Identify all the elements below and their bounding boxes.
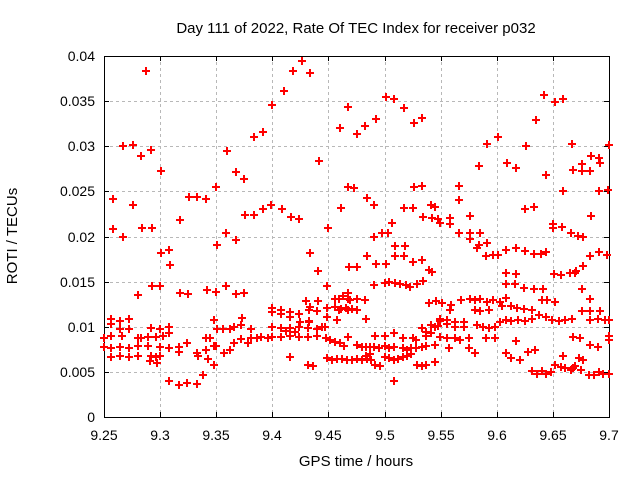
y-tick-label: 0.04 bbox=[68, 48, 95, 64]
x-tick-label: 9.25 bbox=[90, 427, 117, 443]
y-tick-label: 0.01 bbox=[68, 319, 95, 335]
x-tick-label: 9.4 bbox=[262, 427, 282, 443]
y-tick-label: 0.005 bbox=[60, 364, 95, 380]
x-axis-label: GPS time / hours bbox=[299, 453, 413, 470]
x-tick-label: 9.3 bbox=[150, 427, 170, 443]
chart-title: Day 111 of 2022, Rate Of TEC Index for r… bbox=[176, 20, 535, 37]
plot-border bbox=[104, 56, 610, 418]
y-tick-label: 0.025 bbox=[60, 183, 95, 199]
x-tick-labels: 9.25 9.3 9.35 9.4 9.45 9.5 9.55 9.6 9.65 9.7 bbox=[90, 427, 619, 443]
axis-ticks bbox=[104, 56, 610, 418]
y-axis-label: ROTI / TECUs bbox=[4, 188, 21, 284]
x-tick-label: 9.55 bbox=[427, 427, 454, 443]
x-tick-label: 9.6 bbox=[487, 427, 507, 443]
x-tick-label: 9.35 bbox=[202, 427, 229, 443]
x-tick-label: 9.7 bbox=[599, 427, 619, 443]
y-tick-label: 0.035 bbox=[60, 93, 95, 109]
y-tick-label: 0.015 bbox=[60, 274, 95, 290]
y-tick-label: 0.03 bbox=[68, 138, 95, 154]
x-tick-label: 9.5 bbox=[375, 427, 395, 443]
y-tick-label: 0 bbox=[87, 409, 95, 425]
y-tick-label: 0.02 bbox=[68, 229, 95, 245]
x-tick-label: 9.65 bbox=[539, 427, 566, 443]
x-tick-label: 9.45 bbox=[314, 427, 341, 443]
scatter-points bbox=[100, 57, 613, 389]
y-tick-labels: 0 0.005 0.01 0.015 0.02 0.025 0.03 0.035 0.04 bbox=[60, 48, 95, 425]
